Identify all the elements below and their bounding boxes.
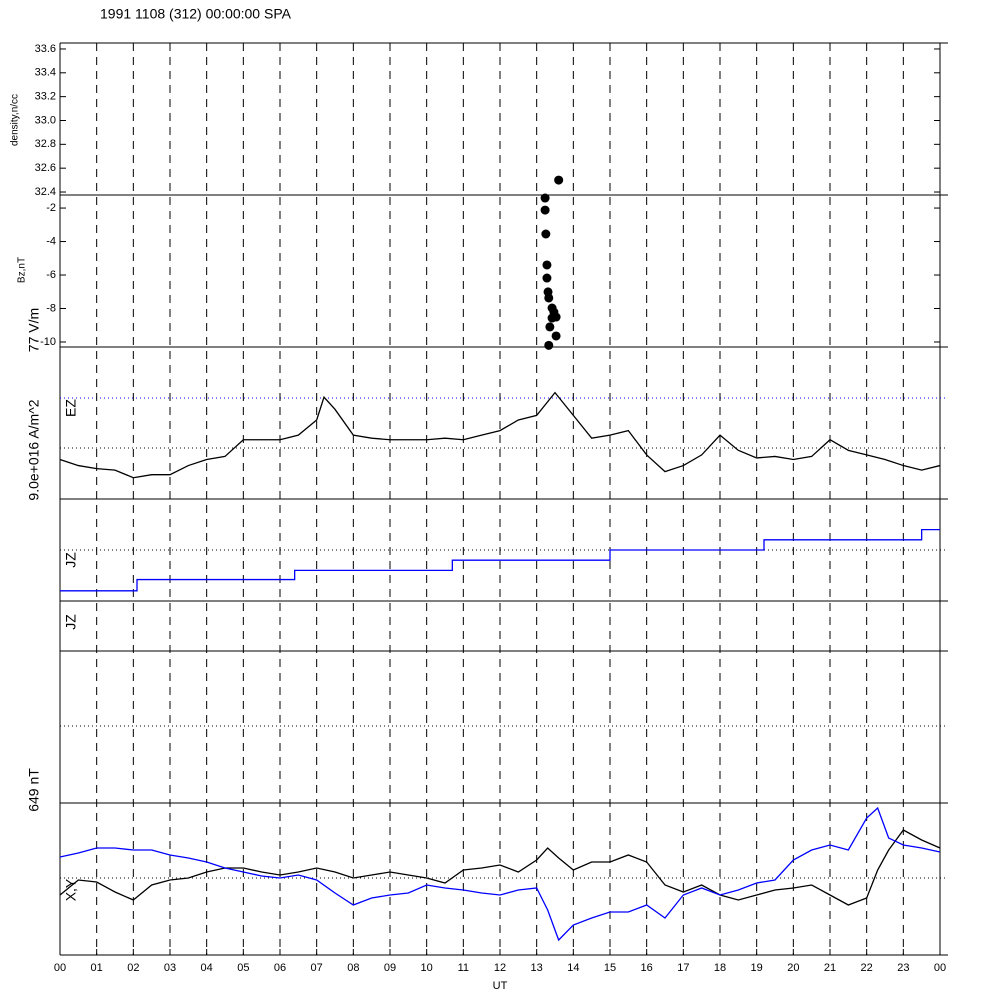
x-tick-label: 11 (458, 962, 469, 974)
x-tick-label: 00 (54, 962, 66, 974)
x-tick-label: 04 (201, 962, 213, 974)
scale-label: 649 nT (26, 768, 42, 812)
x-axis-label: UT (493, 980, 508, 992)
panel-label: EZ (63, 399, 79, 417)
x-tick-label: 12 (494, 962, 506, 974)
data-line (59, 391, 941, 479)
data-point (544, 293, 554, 303)
x-tick-label: 22 (861, 962, 873, 974)
x-tick-label: 14 (567, 962, 579, 974)
y-tick-label: 33.0 (35, 114, 56, 126)
data-point (541, 229, 551, 239)
x-tick-label: 17 (677, 962, 689, 974)
chart-title: 1991 1108 (312) 00:00:00 SPA (100, 6, 292, 22)
scale-label: 77 V/m (26, 308, 42, 352)
data-point (554, 175, 564, 185)
y-tick-label: 33.4 (35, 67, 56, 79)
y-tick-label: -4 (46, 235, 56, 247)
y-tick-label: 32.6 (35, 162, 56, 174)
y-tick-label: 32.8 (35, 138, 56, 150)
x-tick-label: 02 (127, 962, 139, 974)
y-tick-label: 32.4 (35, 186, 56, 198)
data-point (545, 322, 555, 332)
data-point (540, 205, 550, 215)
panel-label: X,Y (63, 878, 79, 901)
panel-label: JZ (63, 552, 79, 568)
data-line (59, 829, 941, 906)
x-tick-label: 16 (641, 962, 653, 974)
y-axis-label: Bz,nT (17, 257, 28, 283)
y-tick-label: -2 (46, 202, 56, 214)
x-tick-label: 08 (347, 962, 359, 974)
x-tick-label: 20 (787, 962, 799, 974)
data-line (60, 528, 940, 592)
data-point (544, 340, 554, 350)
data-line (59, 806, 941, 942)
scale-label: 9.0e+016 A/m^2 (26, 399, 42, 500)
x-tick-label: 15 (604, 962, 616, 974)
y-tick-label: 33.6 (35, 43, 56, 55)
data-point (542, 273, 552, 283)
x-tick-label: 06 (274, 962, 286, 974)
x-tick-label: 23 (897, 962, 909, 974)
y-tick-label: -10 (40, 336, 56, 348)
data-point (547, 313, 557, 323)
y-axis-label: density,n/cc (10, 94, 21, 146)
panel-label: JZ (63, 614, 79, 630)
x-tick-label: 00 (934, 962, 946, 974)
x-tick-label: 05 (237, 962, 249, 974)
y-tick-label: -6 (46, 269, 56, 281)
y-tick-label: 33.2 (35, 91, 56, 103)
data-point (542, 260, 552, 270)
data-point (540, 193, 550, 203)
y-tick-label: -8 (46, 302, 56, 314)
x-tick-label: 07 (311, 962, 323, 974)
x-tick-label: 18 (714, 962, 726, 974)
x-tick-label: 10 (421, 962, 433, 974)
x-tick-label: 03 (164, 962, 176, 974)
x-tick-label: 01 (91, 962, 103, 974)
x-tick-label: 13 (531, 962, 543, 974)
x-tick-label: 21 (824, 962, 836, 974)
data-point (551, 331, 561, 341)
x-tick-label: 19 (751, 962, 763, 974)
x-tick-label: 09 (384, 962, 396, 974)
